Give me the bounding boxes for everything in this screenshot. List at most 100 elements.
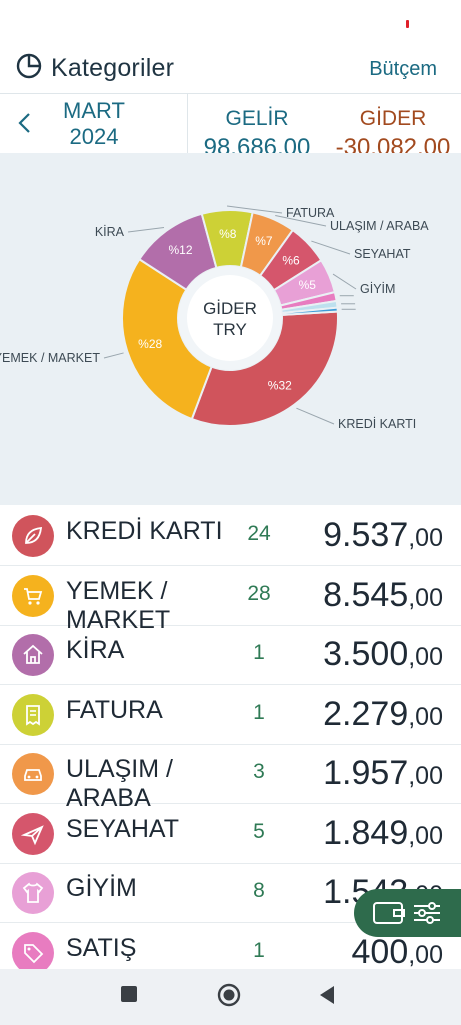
- back-button[interactable]: [318, 985, 338, 1005]
- category-row[interactable]: SEYAHAT 5 1.849,00: [0, 804, 461, 864]
- leader-line: [275, 215, 327, 227]
- app-header: Kategoriler Bütçem: [0, 44, 461, 92]
- category-name: SATIŞ: [66, 933, 137, 962]
- amount-integer: 9.537: [323, 516, 409, 554]
- expense-label: GİDER: [359, 107, 427, 130]
- category-icon-badge: [12, 574, 54, 617]
- amount-integer: 400: [351, 932, 409, 970]
- page-title: Kategoriler: [51, 54, 175, 82]
- category-name: GİYİM: [66, 874, 137, 902]
- amount-decimal: ,00: [408, 702, 443, 731]
- cart-icon: [24, 587, 43, 605]
- category-name: YEMEK / MARKET: [66, 576, 171, 634]
- slice-category-label: FATURA: [286, 206, 335, 220]
- slice-category-label: KREDİ KARTI: [338, 417, 416, 431]
- amount-decimal: ,00: [408, 583, 443, 612]
- pie-slice[interactable]: [280, 306, 339, 316]
- category-name: KREDİ KARTI: [66, 517, 223, 545]
- amount-decimal: ,00: [408, 524, 443, 552]
- slice-category-label: YEMEK / MARKET: [0, 351, 100, 365]
- period-year: 2024: [69, 124, 119, 149]
- category-row[interactable]: FATURA 1 2.279,00: [0, 685, 461, 745]
- category-name: SEYAHAT: [66, 814, 179, 843]
- budget-link[interactable]: Bütçem: [369, 58, 437, 80]
- category-amount: 3.500,00: [323, 636, 443, 675]
- income-value: 98.686,00: [203, 134, 311, 154]
- slice-percent-label: %7: [255, 234, 273, 248]
- leader-line: [103, 352, 124, 359]
- category-name: ULAŞIM / ARABA: [66, 755, 173, 812]
- slice-category-label: SEYAHAT: [354, 247, 411, 261]
- donut-chart[interactable]: %32 KREDİ KARTI %28 YEMEK / MARKET %12 KİRA %8…: [0, 153, 461, 505]
- category-amount: 2.279,00: [323, 696, 443, 735]
- expense-summary: GİDER -30.082,00: [326, 106, 460, 154]
- pie-slice[interactable]: [190, 310, 339, 427]
- slice-percent-label: %12: [168, 243, 192, 257]
- donut-center-currency: TRY: [213, 320, 247, 339]
- divider: [187, 94, 188, 154]
- category-icon-badge: [12, 753, 54, 795]
- plane-icon: [21, 824, 44, 845]
- pie-slice[interactable]: [121, 257, 213, 421]
- amount-decimal: ,00: [408, 762, 443, 790]
- category-amount: 1.957,00: [323, 755, 443, 794]
- period-month: MART: [63, 98, 125, 123]
- wallet-filter-icon: [373, 902, 440, 924]
- leaf-icon: [25, 526, 43, 544]
- category-icon-badge: [12, 931, 54, 969]
- status-indicator: [406, 20, 409, 28]
- transaction-count: 5: [253, 819, 265, 843]
- category-amount: 1.849,00: [323, 815, 443, 854]
- amount-decimal: ,00: [408, 940, 443, 969]
- amount-integer: 1.957: [323, 754, 409, 792]
- expense-value: -30.082,00: [335, 134, 451, 154]
- slice-percent-label: %6: [282, 253, 300, 267]
- chevron-left-icon[interactable]: [14, 110, 36, 136]
- slice-category-label: KİRA: [95, 225, 125, 239]
- category-icon-badge: [12, 634, 54, 676]
- category-icon-badge: [12, 515, 54, 557]
- chart-area: %32 KREDİ KARTI %28 YEMEK / MARKET %12 KİRA %8…: [0, 153, 461, 505]
- period-bar: MART 2024 GELİR 98.686,00 GİDER -30.082,…: [0, 93, 461, 154]
- filter-fab[interactable]: [354, 889, 461, 937]
- amount-decimal: ,00: [408, 821, 443, 850]
- transaction-count: 1: [253, 700, 265, 724]
- category-row[interactable]: KİRA 1 3.500,00: [0, 625, 461, 685]
- slice-percent-label: %8: [219, 227, 237, 241]
- car-icon: [24, 769, 42, 781]
- tag-icon: [24, 943, 44, 963]
- category-row[interactable]: YEMEK / MARKET 28 8.545,00: [0, 566, 461, 634]
- category-name: KİRA: [66, 636, 125, 664]
- leader-line: [296, 407, 335, 425]
- donut-center-title: GİDER: [203, 299, 257, 318]
- slice-percent-label: %32: [268, 379, 292, 393]
- leader-line: [332, 273, 357, 290]
- slice-percent-label: %28: [138, 337, 162, 351]
- category-row[interactable]: SATIŞ 1 400,00: [0, 923, 461, 970]
- recents-button[interactable]: [120, 985, 138, 1003]
- category-row[interactable]: ULAŞIM / ARABA 3 1.957,00: [0, 744, 461, 812]
- transaction-count: 8: [253, 879, 265, 902]
- amount-decimal: ,00: [408, 643, 443, 671]
- home-button[interactable]: [217, 983, 241, 1007]
- shirt-icon: [22, 882, 44, 903]
- category-amount: 9.537,00: [323, 517, 443, 556]
- income-summary: GELİR 98.686,00: [192, 106, 322, 154]
- amount-integer: 3.500: [323, 635, 409, 673]
- transaction-count: 28: [247, 581, 271, 605]
- transaction-count: 3: [253, 760, 265, 783]
- transaction-count: 1: [253, 938, 265, 962]
- amount-integer: 2.279: [323, 694, 409, 733]
- category-amount: 400,00: [352, 934, 444, 970]
- leader-line: [311, 240, 351, 255]
- slice-category-label: ULAŞIM / ARABA: [330, 219, 429, 233]
- category-name: FATURA: [66, 695, 163, 724]
- category-row[interactable]: KREDİ KARTI 24 9.537,00: [0, 506, 461, 566]
- category-icon-badge: [12, 812, 54, 855]
- leader-line: [127, 227, 165, 233]
- period-selector[interactable]: MART 2024: [48, 98, 140, 150]
- leader-line: [226, 205, 283, 214]
- slice-percent-label: %5: [299, 278, 317, 292]
- pie-chart-icon: [16, 53, 42, 79]
- amount-integer: 8.545: [323, 575, 409, 614]
